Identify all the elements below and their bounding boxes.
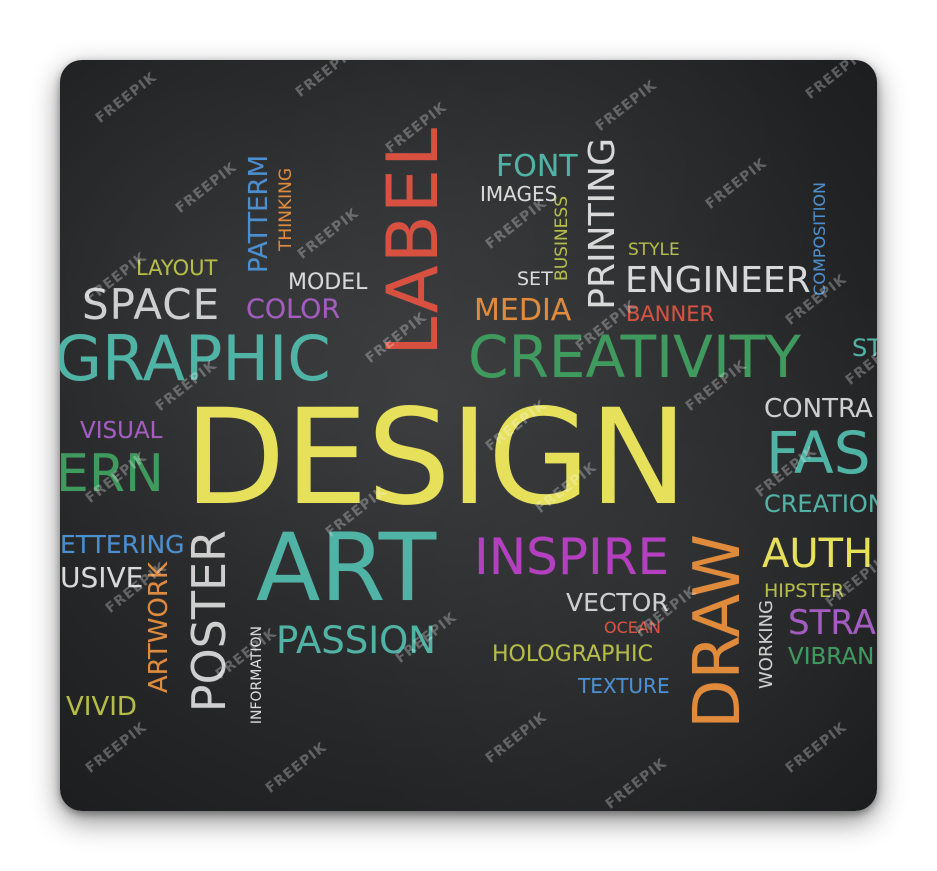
watermark: FREEPIK (82, 719, 151, 777)
watermark: FREEPIK (602, 755, 671, 811)
watermark: FREEPIK (802, 60, 871, 103)
word-engineer: ENGINEER (625, 260, 811, 301)
watermark: FREEPIK (292, 60, 361, 101)
word-st: ST (852, 334, 877, 362)
watermark: FREEPIK (172, 159, 241, 217)
word-ettering: ETTERING (60, 530, 185, 559)
word-holographic: HOLOGRAPHIC (492, 642, 653, 667)
word-graphic: GRAPHIC (60, 322, 331, 395)
word-images: IMAGES (480, 182, 558, 206)
word-pattern: PATTERM (244, 155, 274, 274)
watermark: FREEPIK (482, 709, 551, 767)
word-inspire: INSPIRE (474, 528, 670, 586)
word-visual: VISUAL (80, 418, 163, 444)
watermark: FREEPIK (262, 739, 331, 797)
word-vibran: VIBRAN (788, 644, 875, 670)
word-ocean: OCEAN (604, 618, 661, 637)
word-poster: POSTER (182, 530, 236, 713)
word-set: SET (517, 268, 553, 290)
word-thinking: THINKING (276, 168, 296, 251)
word-fas: FAS (766, 419, 871, 487)
watermark: FREEPIK (702, 155, 771, 213)
word-texture: TEXTURE (578, 674, 670, 698)
word-creation: CREATION (764, 490, 877, 518)
word-working: WORKING (756, 600, 777, 689)
watermark: FREEPIK (92, 69, 161, 127)
chalkboard-background: LAYOUT PATTERM THINKING MODEL SPACE COLO… (60, 60, 877, 811)
word-media: MEDIA (474, 293, 572, 328)
watermark: FREEPIK (592, 77, 661, 135)
word-color: COLOR (246, 294, 341, 325)
word-hipster: HIPSTER (764, 580, 845, 602)
watermark: FREEPIK (782, 719, 851, 777)
word-printing: PRINTING (582, 138, 623, 310)
word-creativity: CREATIVITY (468, 323, 801, 391)
word-vivid: VIVID (66, 692, 137, 722)
word-banner: BANNER (626, 302, 715, 326)
word-vector: VECTOR (566, 588, 669, 617)
word-art: ART (256, 514, 437, 623)
word-composition: COMPOSITION (810, 182, 829, 296)
word-space: SPACE (82, 280, 221, 329)
word-auth: AUTH (762, 531, 874, 577)
word-contra: CONTRA (764, 394, 873, 424)
word-business: BUSINESS (552, 196, 572, 281)
word-design: DESIGN (184, 381, 688, 535)
word-font: FONT (496, 149, 578, 184)
word-passion: PASSION (276, 619, 436, 662)
word-ern: ERN (60, 444, 164, 504)
watermark: FREEPIK (294, 205, 363, 263)
word-style: STYLE (628, 240, 680, 260)
word-model: MODEL (288, 270, 368, 295)
word-stra: STRA (788, 603, 876, 643)
word-draw: DRAW (681, 534, 755, 729)
word-usive: USIVE (60, 561, 144, 594)
word-layout: LAYOUT (136, 256, 218, 280)
